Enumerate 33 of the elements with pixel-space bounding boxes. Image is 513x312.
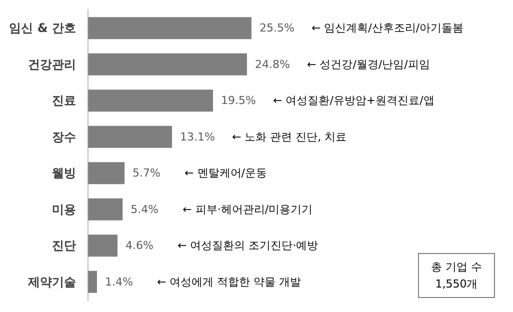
- data-label: 24.8%: [254, 58, 290, 71]
- y-tick-label: 웰빙: [52, 166, 76, 180]
- bar: [88, 90, 213, 112]
- y-tick-label: 미용: [52, 202, 76, 216]
- annotation: ← 피부·헤어관리/미용기기: [182, 202, 313, 216]
- y-tick-label: 임신 & 간호: [9, 21, 76, 36]
- bar: [88, 17, 252, 40]
- y-tick-label: 제약기술: [27, 274, 76, 289]
- y-tick-label: 진단: [52, 238, 76, 253]
- annotation: ← 멘탈케어/운동: [184, 166, 267, 180]
- annotation: ← 여성에게 적합한 약물 개발: [156, 275, 302, 288]
- y-tick-label: 건강관리: [28, 57, 76, 72]
- bar: [88, 126, 172, 148]
- data-label: 19.5%: [221, 94, 256, 108]
- annotation: ← 여성질환의 조기진단·예방: [177, 239, 318, 252]
- data-label: 1.4%: [104, 275, 133, 288]
- text: ← 성건강/월경/난임/피임: [306, 58, 430, 71]
- bar: [88, 198, 123, 220]
- text: ← 여성질환/유방암+원격진료/앱: [273, 94, 434, 108]
- bar: [88, 162, 125, 184]
- data-label: 5.4%: [130, 202, 159, 216]
- data-label: 5.7%: [132, 166, 160, 180]
- y-tick-label: 진료: [52, 94, 76, 108]
- bar: [88, 53, 247, 76]
- data-label: 4.6%: [125, 239, 154, 252]
- text: ← 임신계획/산후조리/아기돌봄: [311, 22, 464, 35]
- bar: [88, 270, 97, 293]
- data-label: 25.5%: [259, 22, 294, 35]
- bar: [88, 234, 118, 257]
- text: 총 기업 수 1,550개: [431, 260, 482, 290]
- data-label: 13.1%: [180, 130, 215, 144]
- y-tick-label: 장수: [52, 130, 76, 144]
- annotation: ← 노화 관련 진단, 치료: [232, 130, 347, 144]
